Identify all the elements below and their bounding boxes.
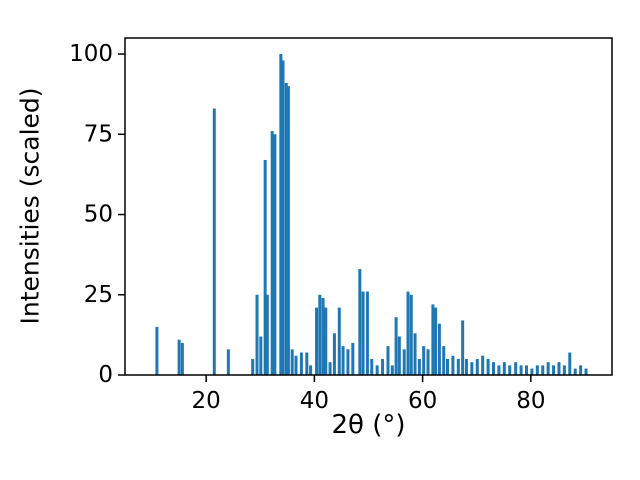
x-tick-label: 20 bbox=[192, 388, 221, 414]
bar bbox=[464, 358, 468, 375]
bar bbox=[431, 304, 435, 375]
bar bbox=[318, 294, 322, 375]
bar bbox=[279, 54, 283, 376]
bar bbox=[358, 269, 362, 375]
bar bbox=[442, 346, 446, 375]
bar bbox=[446, 358, 449, 375]
bar bbox=[299, 352, 303, 375]
bar bbox=[251, 358, 255, 375]
bar bbox=[390, 365, 394, 375]
bar bbox=[255, 294, 259, 375]
y-tick-label: 50 bbox=[84, 202, 113, 228]
bar bbox=[177, 339, 181, 375]
bar bbox=[394, 317, 398, 375]
x-tick-label: 80 bbox=[516, 388, 545, 414]
bar bbox=[286, 86, 290, 375]
bar bbox=[365, 291, 369, 375]
bar bbox=[413, 333, 417, 375]
bar bbox=[328, 362, 332, 375]
x-axis-label: 2θ (°) bbox=[331, 410, 406, 440]
bar bbox=[461, 320, 465, 375]
bar bbox=[456, 358, 460, 375]
bar bbox=[422, 346, 426, 375]
bar bbox=[284, 82, 288, 376]
bar bbox=[525, 365, 528, 375]
bar bbox=[361, 291, 365, 375]
bar bbox=[375, 365, 379, 375]
bar bbox=[417, 358, 421, 375]
y-tick-label: 75 bbox=[84, 121, 113, 147]
bar bbox=[514, 362, 518, 375]
x-tick-label: 60 bbox=[408, 388, 437, 414]
bar bbox=[341, 346, 345, 375]
bar bbox=[381, 358, 385, 375]
bar bbox=[290, 349, 294, 375]
bar bbox=[584, 368, 588, 375]
bar bbox=[470, 362, 474, 375]
bar bbox=[263, 159, 267, 375]
x-tick-label: 40 bbox=[300, 388, 329, 414]
bar bbox=[481, 355, 485, 375]
bar bbox=[370, 358, 374, 375]
bar bbox=[294, 355, 298, 375]
bar bbox=[535, 365, 539, 375]
bar bbox=[437, 323, 441, 375]
bar bbox=[226, 349, 230, 375]
bar bbox=[568, 352, 572, 375]
bar bbox=[321, 297, 325, 375]
bar bbox=[397, 336, 401, 375]
bar bbox=[562, 365, 566, 375]
bar bbox=[579, 365, 583, 375]
bar bbox=[273, 134, 277, 375]
bar bbox=[552, 365, 556, 375]
y-tick-label: 25 bbox=[84, 282, 113, 308]
bar bbox=[332, 333, 336, 375]
bar bbox=[337, 307, 341, 375]
bar bbox=[502, 362, 506, 375]
bar bbox=[573, 368, 577, 375]
bar bbox=[519, 365, 523, 375]
bar bbox=[530, 368, 534, 375]
bar bbox=[492, 362, 495, 375]
y-tick-label: 0 bbox=[98, 362, 113, 388]
bar bbox=[351, 342, 355, 375]
bar bbox=[557, 362, 561, 375]
bar bbox=[497, 365, 501, 375]
bar bbox=[508, 365, 512, 375]
bar bbox=[155, 326, 159, 375]
y-axis-label: Intensities (scaled) bbox=[15, 87, 45, 325]
bar bbox=[259, 336, 263, 375]
bar bbox=[265, 294, 269, 375]
bar bbox=[315, 307, 319, 375]
plot-border bbox=[124, 37, 613, 376]
y-tick-label: 100 bbox=[69, 41, 113, 67]
bar bbox=[386, 346, 390, 375]
bar bbox=[434, 307, 438, 375]
bar bbox=[270, 131, 274, 375]
bar bbox=[324, 307, 328, 375]
bar bbox=[486, 358, 490, 375]
bar bbox=[402, 349, 406, 375]
bar bbox=[426, 349, 430, 375]
bar bbox=[406, 291, 410, 375]
bar bbox=[346, 349, 350, 375]
bar bbox=[541, 365, 545, 375]
bar bbox=[475, 358, 479, 375]
bar bbox=[451, 355, 455, 375]
bar bbox=[309, 365, 313, 375]
bar bbox=[305, 352, 309, 375]
bar bbox=[180, 342, 184, 375]
bar bbox=[212, 108, 216, 376]
bar bbox=[546, 362, 550, 375]
bar bbox=[409, 294, 413, 375]
bar bbox=[281, 60, 285, 375]
